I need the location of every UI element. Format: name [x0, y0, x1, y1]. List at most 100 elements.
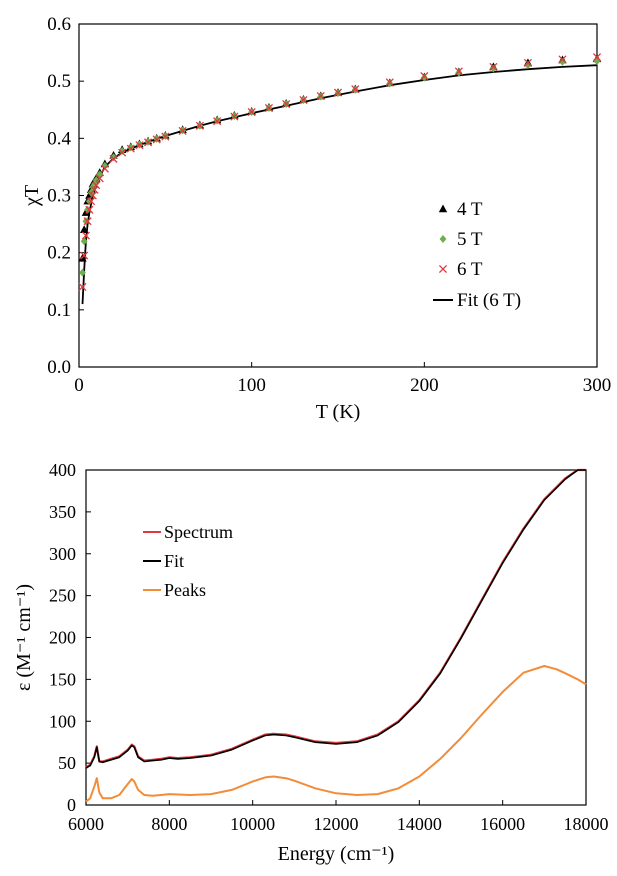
series-5t-point — [524, 61, 532, 70]
series-6t-point — [264, 103, 273, 113]
series-6t-point-stroke — [95, 174, 104, 183]
x-axis-label: Energy (cm⁻¹) — [278, 843, 395, 865]
series-6t-point — [152, 135, 161, 144]
series-5t-point — [110, 153, 117, 162]
series-6t-point-stroke — [385, 78, 394, 87]
series-spectrum-line — [85, 468, 586, 769]
y-axis-label: χT — [21, 185, 43, 207]
series-6t-point — [87, 197, 96, 206]
series-6t-point — [126, 144, 135, 153]
series-5t-point — [101, 161, 109, 170]
x-tick-label: 200 — [410, 375, 439, 396]
series-6t-point — [523, 58, 532, 67]
series-6t-point-stroke — [454, 67, 463, 76]
series-6t-point — [489, 62, 498, 71]
series-6t-point-stroke — [100, 164, 109, 173]
series-5t-point — [118, 146, 126, 155]
x-tick-label: 18000 — [564, 814, 609, 834]
x-tick-label: 12000 — [314, 814, 359, 834]
series-fit-line — [81, 64, 598, 305]
series-6t-point — [88, 191, 97, 200]
legend-label: Peaks — [164, 580, 206, 600]
series-6t-point-stroke — [144, 138, 153, 147]
series-6t-point — [558, 55, 567, 64]
legend-label: Fit — [164, 551, 184, 571]
legend-6t-marker-stroke — [438, 264, 448, 274]
series-6t-point-stroke — [558, 55, 567, 64]
series-6t-point-stroke — [523, 58, 532, 67]
series-6t-point-stroke — [92, 181, 101, 190]
series-6t-point — [90, 185, 99, 194]
series-6t-point — [385, 78, 394, 87]
series-6t-point-stroke — [161, 132, 170, 141]
series-6t-point-stroke — [316, 91, 325, 101]
series-6t-point-stroke — [195, 121, 204, 130]
legend-label: 6 T — [457, 259, 483, 280]
series-5t-point — [490, 64, 497, 73]
x-tick-label: 100 — [237, 375, 266, 396]
y-tick-label: 350 — [49, 502, 76, 522]
series-6t-point — [85, 205, 94, 214]
x-axis-label: T (K) — [316, 401, 361, 423]
series-6t-point-stroke — [85, 205, 94, 214]
y-tick-label: 0.3 — [47, 186, 71, 207]
series-6t-point-stroke — [333, 88, 343, 97]
series-6t-point — [109, 154, 118, 163]
series-6t-point — [299, 95, 308, 105]
series-4t-point — [79, 225, 89, 233]
series-6t-point-stroke — [109, 154, 118, 163]
series-6t-point — [195, 121, 204, 130]
series-6t-point — [213, 117, 222, 126]
series-6t-point-stroke — [152, 135, 161, 144]
series-6t-point-stroke — [264, 103, 273, 113]
series-5t-point — [559, 57, 566, 66]
series-5t-point — [593, 57, 601, 66]
series-peaks-line — [85, 665, 587, 803]
series-6t-point — [230, 112, 239, 121]
legend-label: Fit (6 T) — [457, 290, 521, 311]
series-6t-point-stroke — [247, 107, 256, 117]
series-6t-point-stroke — [78, 282, 87, 292]
legend-label: 4 T — [457, 199, 483, 220]
y-tick-label: 50 — [58, 753, 76, 773]
series-6t-point — [316, 91, 325, 101]
x-tick-label: 6000 — [68, 814, 104, 834]
series-6t-point-stroke — [87, 197, 96, 206]
series-6t-point — [282, 99, 291, 109]
y-tick-label: 100 — [49, 711, 76, 731]
y-tick-label: 0.5 — [47, 71, 71, 92]
series-6t-point-stroke — [80, 251, 89, 260]
series-6t-point — [78, 282, 87, 292]
y-tick-label: 150 — [49, 669, 76, 689]
series-fit-line — [85, 469, 586, 769]
series-6t-point-stroke — [592, 53, 602, 62]
series-6t-point-stroke — [135, 141, 144, 150]
absorption-spectrum-chart: 0 50 100 150 200 250 300 350 400 6000 8000 10000 120… — [13, 460, 609, 865]
series-6t-point-stroke — [282, 99, 291, 109]
x-tick-label: 10000 — [230, 814, 275, 834]
series-5t-point — [85, 197, 93, 206]
series-6t-point-stroke — [299, 95, 308, 105]
y-tick-label: 200 — [49, 628, 76, 648]
plot-frame — [85, 469, 587, 806]
x-tick-label: 300 — [583, 375, 612, 396]
y-axis-label: ε (M⁻¹ cm⁻¹) — [13, 584, 35, 691]
x-tick-label: 14000 — [397, 814, 442, 834]
y-tick-label: 400 — [49, 460, 76, 480]
series-6t-point-stroke — [178, 126, 187, 135]
series-6t-point — [100, 164, 109, 173]
series-6t-point-stroke — [88, 191, 97, 200]
series-5t-point — [89, 182, 97, 191]
series-6t-point-stroke — [351, 85, 360, 94]
series-6t-point — [81, 231, 90, 240]
series-6t-point-stroke — [83, 217, 92, 226]
series-6t-point — [95, 174, 104, 183]
x-tick-label: 16000 — [480, 814, 525, 834]
series-5t-point — [80, 237, 88, 246]
series-5t-point — [420, 73, 428, 82]
series-6t-point — [333, 88, 343, 97]
legend-4t-marker — [438, 204, 448, 213]
series-6t-point-stroke — [213, 117, 222, 126]
series-6t-point-stroke — [489, 62, 498, 71]
